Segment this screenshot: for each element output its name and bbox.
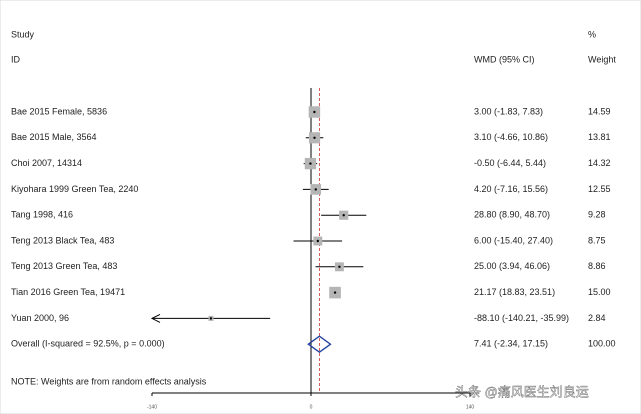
point-estimate bbox=[342, 214, 345, 217]
estimate-label: 6.00 (-15.40, 27.40) bbox=[474, 235, 553, 245]
estimate-header: WMD (95% CI) bbox=[474, 54, 535, 64]
study-label: Kiyohara 1999 Green Tea, 2240 bbox=[11, 184, 138, 194]
point-estimate bbox=[338, 265, 341, 268]
x-tick-label: -140 bbox=[147, 404, 157, 410]
study-label: Yuan 2000, 96 bbox=[11, 313, 69, 323]
study-label: Tian 2016 Green Tea, 19471 bbox=[11, 287, 125, 297]
point-estimate bbox=[209, 317, 213, 320]
estimate-label: 3.00 (-1.83, 7.83) bbox=[474, 106, 543, 116]
estimate-label: 25.00 (3.94, 46.06) bbox=[474, 261, 550, 271]
study-header: Study bbox=[11, 29, 35, 39]
overall-weight: 100.00 bbox=[588, 339, 616, 349]
x-tick-label: 0 bbox=[310, 404, 313, 410]
weight-label: 12.55 bbox=[588, 184, 611, 194]
weight-label: 9.28 bbox=[588, 210, 606, 220]
point-estimate bbox=[333, 291, 337, 294]
estimate-label: -0.50 (-6.44, 5.44) bbox=[474, 158, 546, 168]
weight-header: % bbox=[588, 29, 596, 39]
study-label: Teng 2013 Green Tea, 483 bbox=[11, 261, 117, 271]
estimate-label: 3.10 (-4.66, 10.86) bbox=[474, 132, 548, 142]
estimate-label: 4.20 (-7.16, 15.56) bbox=[474, 184, 548, 194]
weight-label: 8.86 bbox=[588, 261, 606, 271]
overall-label: Overall (I-squared = 92.5%, p = 0.000) bbox=[11, 339, 165, 349]
weight-label: 14.32 bbox=[588, 158, 611, 168]
study-label: Bae 2015 Male, 3564 bbox=[11, 132, 97, 142]
point-estimate bbox=[314, 188, 317, 191]
estimate-label: 28.80 (8.90, 48.70) bbox=[474, 210, 550, 220]
weight-label: 13.81 bbox=[588, 132, 611, 142]
ci-arrow bbox=[150, 313, 161, 323]
study-label: Bae 2015 Female, 5836 bbox=[11, 106, 107, 116]
x-tick-label: 140 bbox=[466, 404, 475, 410]
note: NOTE: Weights are from random effects an… bbox=[11, 376, 207, 386]
study-label: Choi 2007, 14314 bbox=[11, 158, 82, 168]
point-estimate bbox=[313, 110, 316, 114]
study-label: Tang 1998, 416 bbox=[11, 210, 73, 220]
weight-label: 14.59 bbox=[588, 106, 611, 116]
estimate-label: -88.10 (-140.21, -35.99) bbox=[474, 313, 569, 323]
overall-diamond bbox=[307, 335, 332, 354]
weight-header: Weight bbox=[588, 54, 616, 64]
point-estimate bbox=[309, 162, 312, 165]
point-estimate bbox=[313, 136, 316, 139]
study-label: Teng 2013 Black Tea, 483 bbox=[11, 235, 114, 245]
id-header: ID bbox=[11, 54, 21, 64]
estimate-label: 21.17 (18.83, 23.51) bbox=[474, 287, 555, 297]
weight-label: 8.75 bbox=[588, 235, 606, 245]
weight-label: 15.00 bbox=[588, 287, 611, 297]
weight-label: 2.84 bbox=[588, 313, 606, 323]
watermark: 头条 @痛风医生刘良运 bbox=[455, 384, 589, 399]
overall-estimate: 7.41 (-2.34, 17.15) bbox=[474, 339, 548, 349]
point-estimate bbox=[316, 239, 320, 243]
